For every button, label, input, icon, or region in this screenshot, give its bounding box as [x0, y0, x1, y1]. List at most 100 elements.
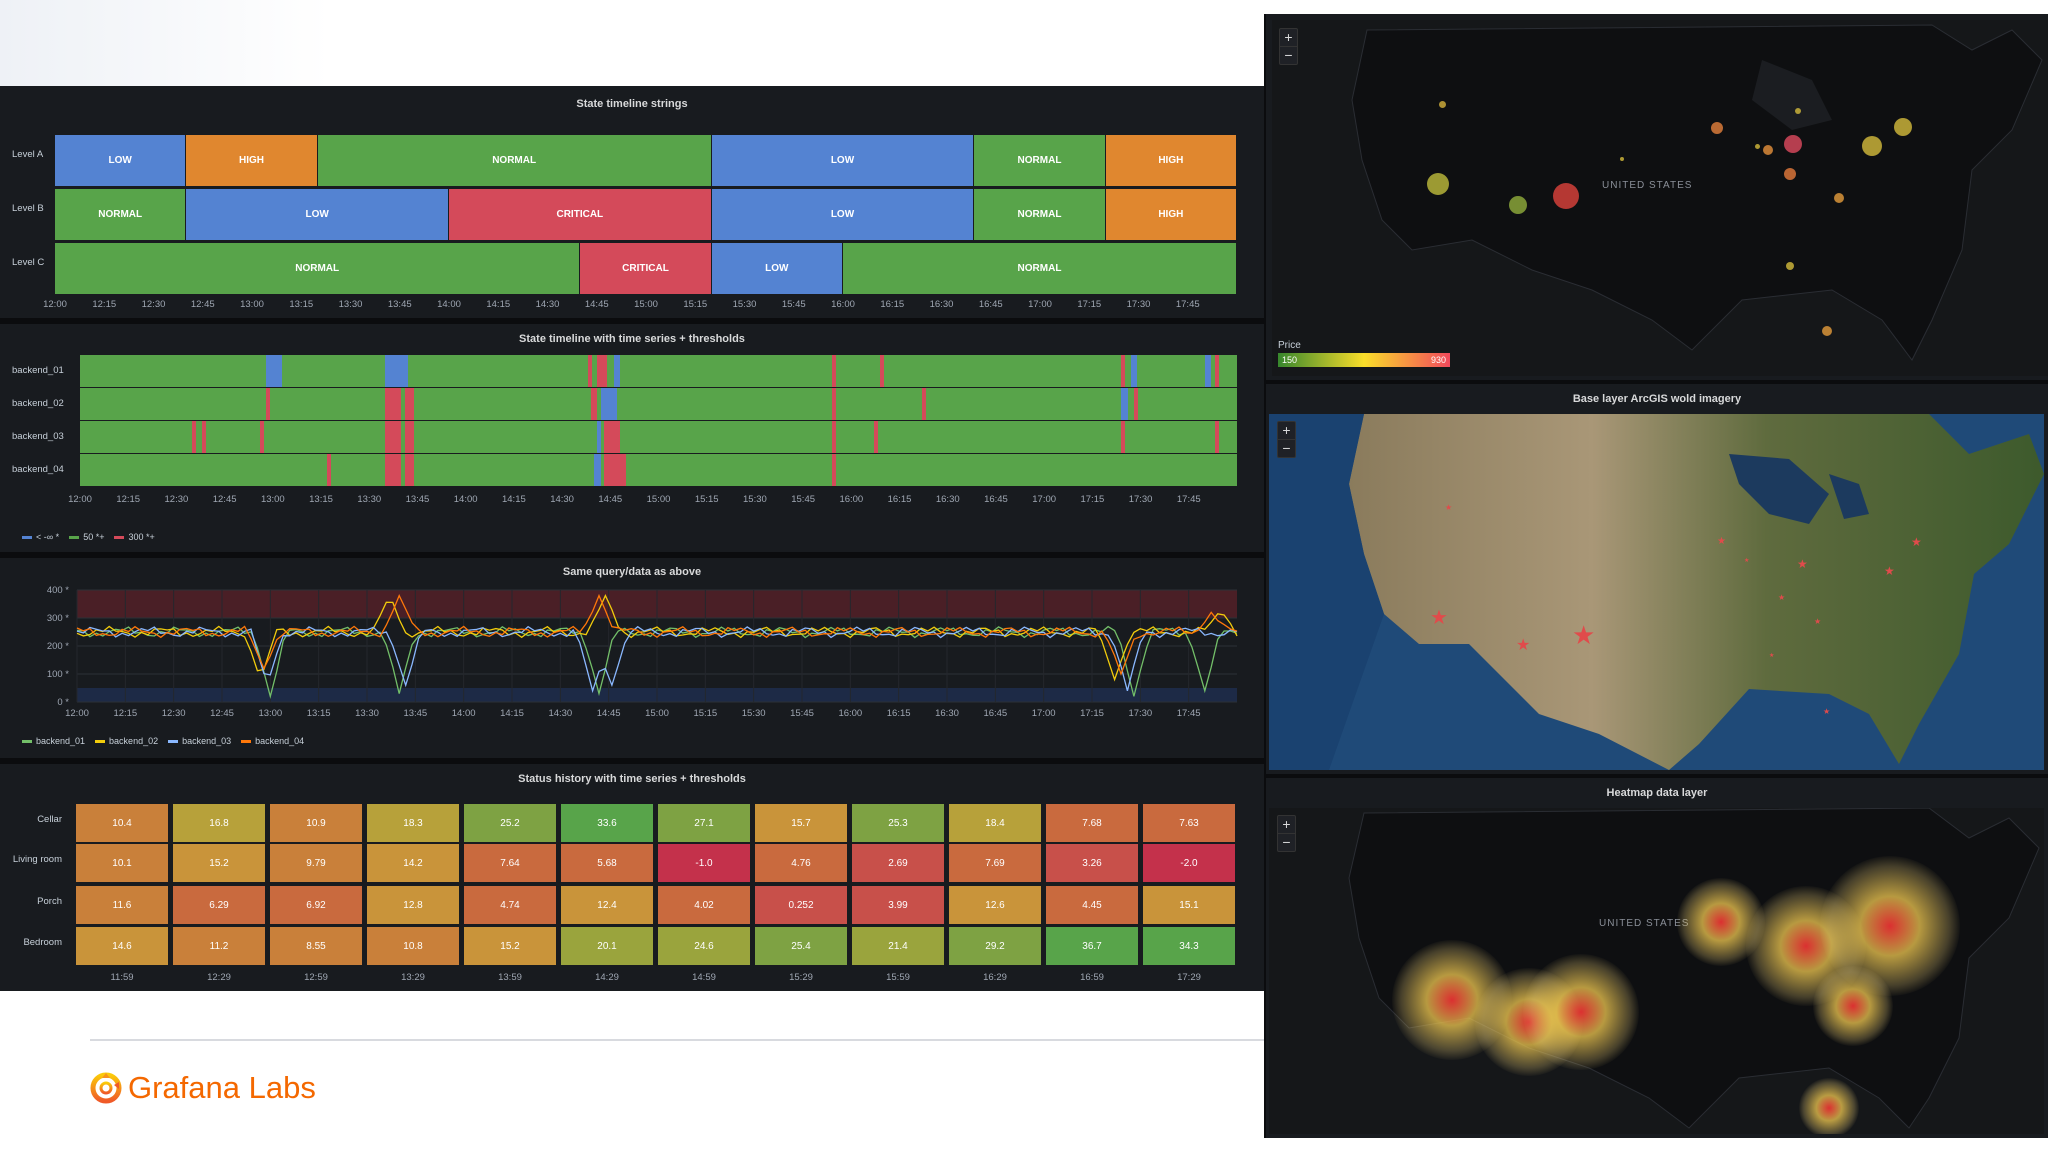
status-cell[interactable]: 18.4	[949, 804, 1041, 842]
legend-item[interactable]: backend_04	[241, 736, 304, 746]
threshold-event[interactable]	[1204, 355, 1212, 387]
state-segment[interactable]: LOW	[711, 189, 974, 240]
satellite-basemap[interactable]: ★ ★ ★ ★ ★ ★ ★ ★ ★ ★ ★ ★ ★	[1269, 414, 2044, 770]
state-segment[interactable]: HIGH	[1105, 189, 1236, 240]
threshold-event[interactable]	[404, 454, 415, 486]
threshold-event[interactable]	[613, 355, 620, 387]
state-segment[interactable]: HIGH	[1105, 135, 1236, 186]
map-marker[interactable]	[1795, 108, 1801, 114]
star-marker-icon[interactable]: ★	[1884, 564, 1895, 578]
timeline-row[interactable]	[80, 421, 1237, 453]
status-cell[interactable]: 8.55	[270, 927, 362, 965]
star-marker-icon[interactable]: ★	[1430, 607, 1448, 629]
status-cell[interactable]: 7.69	[949, 844, 1041, 882]
map-marker[interactable]	[1894, 118, 1912, 136]
status-cell[interactable]: 15.2	[464, 927, 556, 965]
status-cell[interactable]: 4.02	[658, 886, 750, 924]
map-marker[interactable]	[1754, 143, 1760, 149]
state-timeline-panel[interactable]: State timeline strings Level A Level B Lev…	[0, 86, 1264, 318]
status-cell[interactable]: 7.63	[1143, 804, 1235, 842]
threshold-event[interactable]	[603, 421, 620, 453]
threshold-event[interactable]	[832, 388, 837, 420]
threshold-event[interactable]	[1134, 388, 1139, 420]
threshold-event[interactable]	[600, 388, 611, 420]
status-cell[interactable]: 3.99	[852, 886, 944, 924]
status-cell[interactable]: 14.2	[367, 844, 459, 882]
threshold-event[interactable]	[266, 388, 271, 420]
threshold-event[interactable]	[259, 421, 264, 453]
status-cell[interactable]: 11.2	[173, 927, 265, 965]
star-marker-icon[interactable]: ★	[1814, 617, 1822, 626]
status-cell[interactable]: 4.76	[755, 844, 847, 882]
threshold-event[interactable]	[591, 388, 598, 420]
threshold-event[interactable]	[385, 454, 402, 486]
status-cell[interactable]: -2.0	[1143, 844, 1235, 882]
status-cell[interactable]: 10.1	[76, 844, 168, 882]
legend-item[interactable]: < -∞ *	[22, 532, 59, 542]
status-cell[interactable]: 14.6	[76, 927, 168, 965]
status-cell[interactable]: 15.1	[1143, 886, 1235, 924]
status-cell[interactable]: 4.74	[464, 886, 556, 924]
threshold-event[interactable]	[327, 454, 332, 486]
dark-basemap[interactable]: UNITED STATES	[1272, 20, 2048, 376]
state-segment[interactable]: NORMAL	[317, 135, 711, 186]
zoom-out-button[interactable]: −	[1284, 47, 1293, 63]
zoom-out-button[interactable]: −	[1282, 440, 1291, 456]
map-marker[interactable]	[1786, 262, 1794, 270]
state-segment[interactable]: LOW	[55, 135, 186, 186]
state-segment[interactable]: NORMAL	[55, 243, 580, 294]
star-marker-icon[interactable]: ★	[1778, 593, 1786, 602]
legend-item[interactable]: backend_02	[95, 736, 158, 746]
legend-item[interactable]: 300 *+	[114, 532, 155, 542]
status-cell[interactable]: -1.0	[658, 844, 750, 882]
threshold-timeline-panel[interactable]: State timeline with time series + thresh…	[0, 324, 1264, 552]
map-marker[interactable]	[1834, 193, 1844, 203]
geomap-markers-panel[interactable]: UNITED STATES + − Price 150 930	[1266, 14, 2048, 380]
threshold-event[interactable]	[1121, 388, 1128, 420]
state-segment[interactable]: CRITICAL	[449, 189, 711, 240]
status-cell[interactable]: 7.64	[464, 844, 556, 882]
status-cell[interactable]: 25.3	[852, 804, 944, 842]
star-marker-icon[interactable]: ★	[1516, 637, 1531, 654]
threshold-event[interactable]	[192, 421, 197, 453]
state-segment[interactable]: CRITICAL	[580, 243, 711, 294]
state-segment[interactable]: NORMAL	[843, 243, 1236, 294]
status-cell[interactable]: 3.26	[1046, 844, 1138, 882]
threshold-event[interactable]	[1214, 355, 1219, 387]
legend-item[interactable]: backend_01	[22, 736, 85, 746]
status-cell[interactable]: 12.6	[949, 886, 1041, 924]
map-marker[interactable]	[1509, 196, 1527, 214]
map-marker[interactable]	[1438, 100, 1446, 108]
threshold-event[interactable]	[873, 421, 878, 453]
status-cell[interactable]: 12.8	[367, 886, 459, 924]
timeseries-panel[interactable]: Same query/data as above 0 * 100 * 200 * 30…	[0, 558, 1264, 758]
threshold-event[interactable]	[401, 355, 408, 387]
threshold-event[interactable]	[1121, 421, 1126, 453]
threshold-event[interactable]	[1130, 355, 1138, 387]
map-marker[interactable]	[1553, 183, 1579, 209]
threshold-event[interactable]	[610, 388, 617, 420]
threshold-event[interactable]	[603, 454, 627, 486]
status-cell[interactable]: 6.92	[270, 886, 362, 924]
star-marker-icon[interactable]: ★	[1572, 620, 1596, 650]
status-cell[interactable]: 2.69	[852, 844, 944, 882]
zoom-in-button[interactable]: +	[1278, 422, 1295, 440]
legend-item[interactable]: backend_03	[168, 736, 231, 746]
state-segment[interactable]: LOW	[186, 189, 448, 240]
status-cell[interactable]: 10.9	[270, 804, 362, 842]
state-segment[interactable]: LOW	[711, 135, 974, 186]
status-cell[interactable]: 25.2	[464, 804, 556, 842]
map-marker[interactable]	[1784, 135, 1802, 153]
state-segment[interactable]: HIGH	[186, 135, 317, 186]
star-marker-icon[interactable]: ★	[1823, 707, 1831, 716]
map-marker[interactable]	[1427, 173, 1449, 195]
status-cell[interactable]: 27.1	[658, 804, 750, 842]
threshold-event[interactable]	[1121, 355, 1126, 387]
threshold-event[interactable]	[832, 355, 837, 387]
threshold-event[interactable]	[832, 454, 837, 486]
timeline-row[interactable]	[80, 388, 1237, 420]
status-cell[interactable]: 25.4	[755, 927, 847, 965]
status-cell[interactable]: 24.6	[658, 927, 750, 965]
geomap-imagery-panel[interactable]: Base layer ArcGIS wold imagery ★ ★ ★ ★ ★ ★ ★ ★ ★…	[1266, 384, 2048, 774]
legend-item[interactable]: 50 *+	[69, 532, 104, 542]
